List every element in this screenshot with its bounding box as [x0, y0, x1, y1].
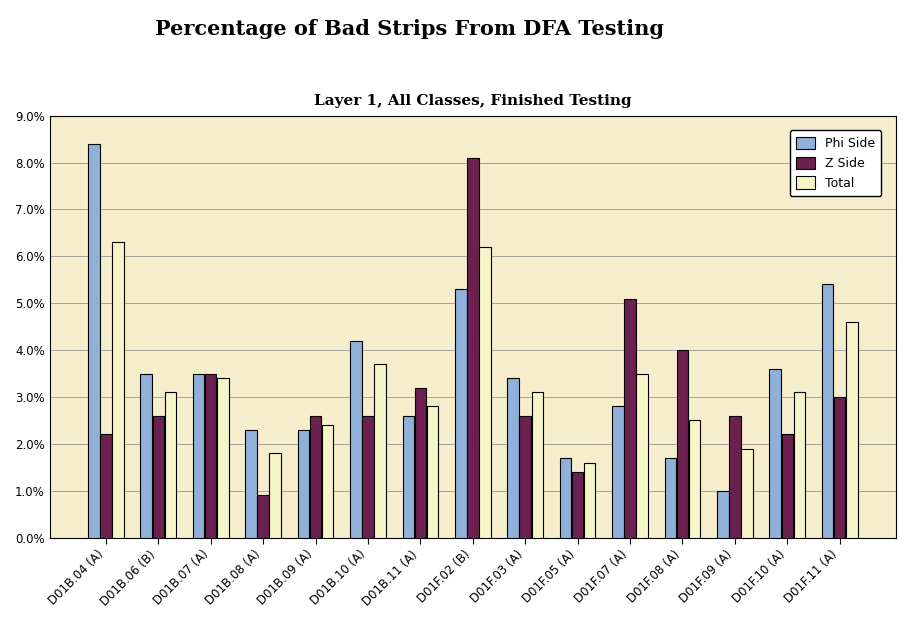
Bar [426, 406, 438, 538]
Bar [689, 421, 701, 538]
Bar [637, 374, 648, 538]
Legend: Phi Side, Z Side, Total: Phi Side, Z Side, Total [790, 130, 881, 196]
Bar [770, 369, 781, 538]
Bar [677, 350, 688, 538]
Bar [584, 462, 596, 538]
Bar [455, 289, 466, 538]
Bar [612, 406, 624, 538]
Bar [846, 322, 857, 538]
Title: Layer 1, All Classes, Finished Testing: Layer 1, All Classes, Finished Testing [314, 93, 631, 108]
Bar [140, 374, 152, 538]
Text: Percentage of Bad Strips From DFA Testing: Percentage of Bad Strips From DFA Testin… [156, 19, 664, 39]
Bar [322, 425, 333, 538]
Bar [403, 416, 415, 538]
Bar [507, 378, 519, 538]
Bar [217, 378, 229, 538]
Bar [834, 397, 845, 538]
Bar [374, 364, 385, 538]
Bar [665, 458, 676, 538]
Bar [793, 392, 805, 538]
Bar [729, 416, 741, 538]
Bar [363, 416, 374, 538]
Bar [112, 242, 124, 538]
Bar [479, 247, 491, 538]
Bar [572, 472, 583, 538]
Bar [624, 298, 636, 538]
Bar [519, 416, 531, 538]
Bar [270, 453, 281, 538]
Bar [560, 458, 571, 538]
Bar [165, 392, 176, 538]
Bar [298, 430, 309, 538]
Bar [742, 449, 752, 538]
Bar [205, 374, 217, 538]
Bar [822, 285, 834, 538]
Bar [152, 416, 164, 538]
Bar [467, 158, 478, 538]
Bar [531, 392, 543, 538]
Bar [717, 491, 729, 538]
Bar [310, 416, 322, 538]
Bar [100, 434, 112, 538]
Bar [193, 374, 204, 538]
Bar [415, 388, 426, 538]
Bar [258, 495, 269, 538]
Bar [782, 434, 793, 538]
Bar [245, 430, 257, 538]
Bar [88, 144, 99, 538]
Bar [350, 341, 362, 538]
